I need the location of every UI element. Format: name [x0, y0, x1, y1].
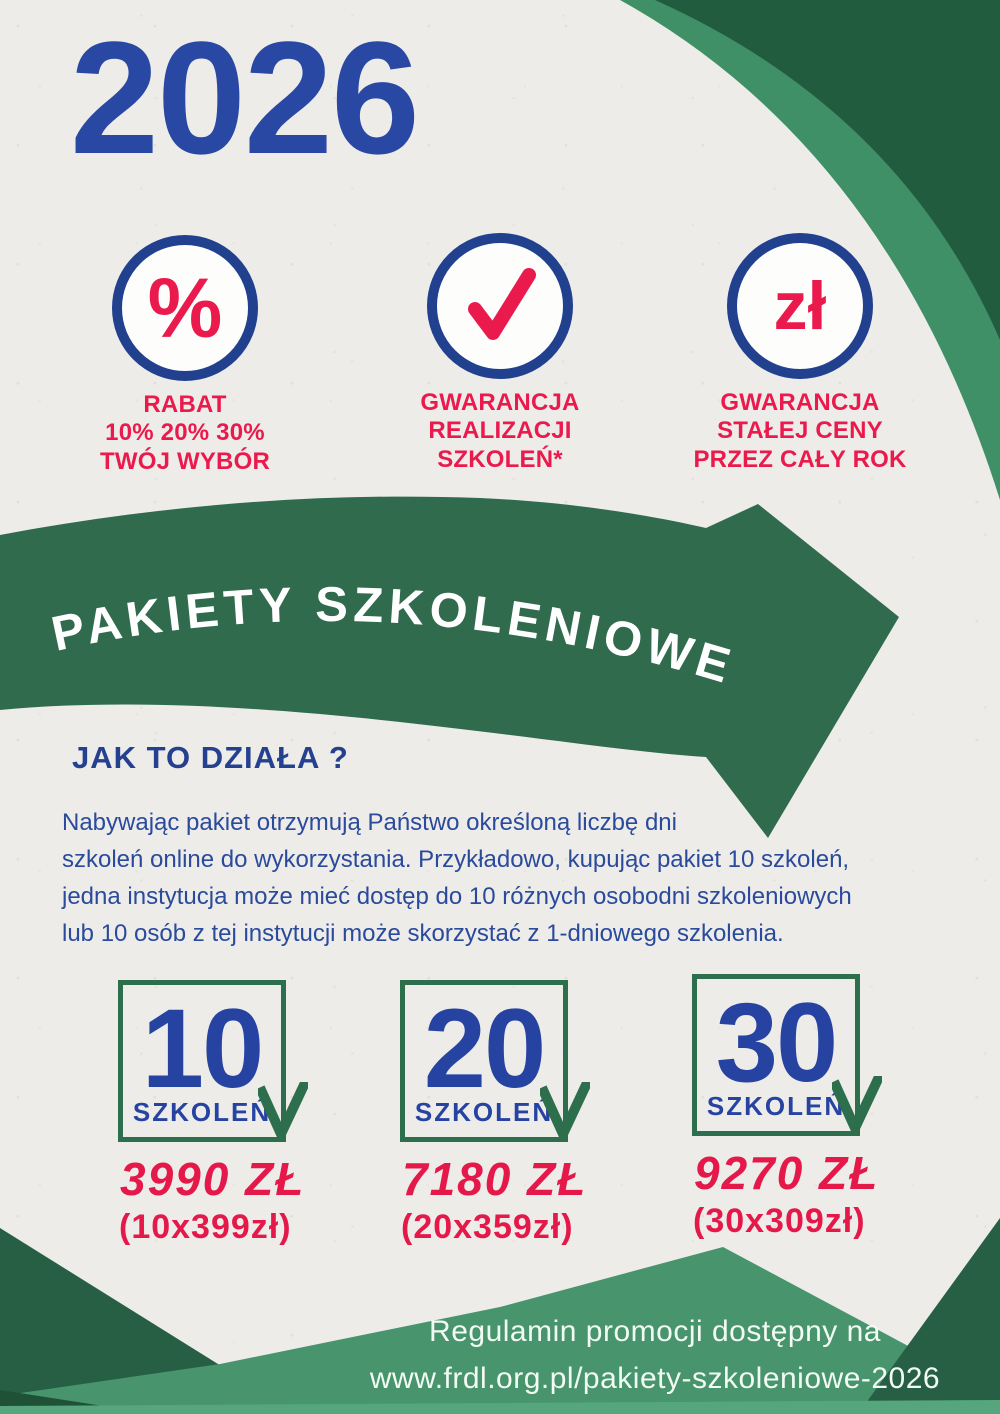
package-count: 10 [141, 986, 265, 1111]
badge-caption-line: GWARANCJA [420, 389, 580, 416]
package-detail: (30x309zł) [693, 1202, 866, 1240]
badge-gwarancja-realizacji: GWARANCJA REALIZACJI SZKOLEŃ* [370, 233, 630, 474]
year-title: 2026 [70, 8, 420, 187]
package-unit: SZKOLEŃ [414, 1097, 554, 1127]
package-unit: SZKOLEŃ [132, 1097, 272, 1127]
package-count: 30 [715, 980, 839, 1105]
percent-icon: % [112, 235, 258, 381]
badge-gwarancja-realizacji-caption: GWARANCJA REALIZACJI SZKOLEŃ* [370, 389, 630, 474]
banner-text-path [52, 621, 770, 698]
how-it-works-heading: JAK TO DZIAŁA ? [72, 740, 349, 775]
badge-caption-line: TWÓJ WYBÓR [100, 447, 270, 475]
package-20-check-icon [540, 1082, 590, 1138]
badge-caption-line: SZKOLEŃ* [437, 445, 563, 473]
package-30-check-icon [832, 1076, 882, 1132]
package-detail: (10x399zł) [119, 1208, 292, 1246]
package-unit: SZKOLEŃ [706, 1091, 846, 1121]
badge-caption-line: PRZEZ CAŁY ROK [693, 445, 907, 473]
package-price: 3990 ZŁ [120, 1153, 306, 1205]
badge-caption-line: 10% 20% 30% [105, 419, 265, 447]
package-10: 10 SZKOLEŃ 3990 ZŁ (10x399zł) [118, 980, 348, 1244]
package-10-check-icon [258, 1082, 308, 1138]
bottom-edge-strip [0, 1400, 1000, 1414]
footer-url: www.frdl.org.pl/pakiety-szkoleniowe-2026 [369, 1362, 941, 1395]
package-10-box: 10 SZKOLEŃ [118, 980, 286, 1142]
check-icon [427, 233, 573, 379]
badge-caption-line: REALIZACJI [428, 417, 572, 445]
body-line: jedna instytucja może mieć dostęp do 10 … [62, 883, 852, 910]
checkmark-glyph [468, 268, 536, 340]
body-line: lub 10 osób z tej instytucji może skorzy… [62, 920, 784, 947]
package-count: 20 [423, 986, 547, 1111]
banner-arrow-shape [0, 496, 899, 838]
badge-rabat: % RABAT 10% 20% 30% TWÓJ WYBÓR [55, 235, 315, 476]
badge-stala-cena: zł GWARANCJA STAŁEJ CENY PRZEZ CAŁY ROK [670, 233, 930, 474]
bottom-left-dark-triangle [0, 1228, 298, 1414]
badge-caption-line: RABAT [143, 391, 227, 418]
package-30-box: 30 SZKOLEŃ [692, 974, 860, 1136]
percent-symbol: % [147, 261, 223, 355]
badge-rabat-caption: RABAT 10% 20% 30% TWÓJ WYBÓR [55, 391, 315, 476]
footer-line1: Regulamin promocji dostępny na [429, 1315, 881, 1348]
zloty-icon: zł [727, 233, 873, 379]
badge-stala-cena-caption: GWARANCJA STAŁEJ CENY PRZEZ CAŁY ROK [670, 389, 930, 474]
bottom-left-corner-triangle [0, 1390, 155, 1414]
package-20: 20 SZKOLEŃ 7180 ZŁ (20x359zł) [400, 980, 630, 1244]
package-30: 30 SZKOLEŃ 9270 ZŁ (30x309zł) [692, 974, 922, 1238]
package-20-box: 20 SZKOLEŃ [400, 980, 568, 1142]
zloty-symbol: zł [773, 268, 827, 344]
body-line: szkoleń online do wykorzystania. Przykła… [62, 846, 850, 873]
package-price: 9270 ZŁ [694, 1147, 880, 1199]
footer-note: Regulamin promocji dostępny na www.frdl.… [320, 1308, 990, 1402]
badge-caption-line: GWARANCJA [720, 389, 880, 416]
how-it-works-body: Nabywając pakiet otrzymują Państwo okreś… [62, 804, 852, 952]
package-price: 7180 ZŁ [402, 1153, 588, 1205]
badge-caption-line: STAŁEJ CENY [717, 417, 883, 445]
body-line: Nabywając pakiet otrzymują Państwo okreś… [62, 809, 677, 836]
package-detail: (20x359zł) [401, 1208, 574, 1246]
banner-title: PAKIETY SZKOLENIOWE [47, 578, 741, 695]
